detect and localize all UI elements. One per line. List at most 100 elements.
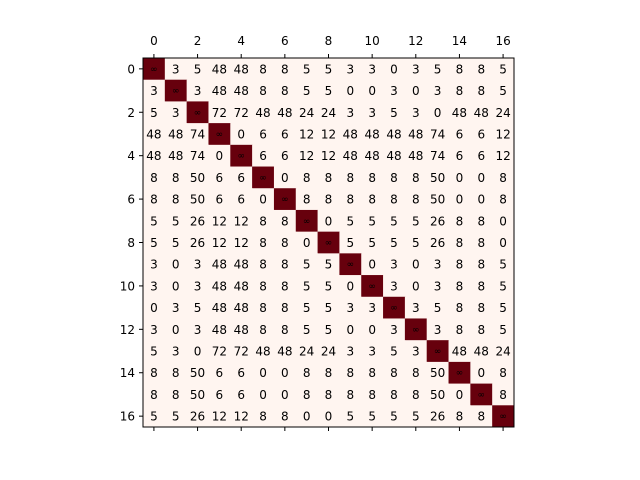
- cell-value-label: 3: [434, 323, 442, 337]
- heatmap-cell: [448, 275, 471, 298]
- cell-value-label: 5: [325, 62, 333, 76]
- cell-value-label: ∞: [412, 325, 420, 335]
- heatmap-cell: [339, 296, 362, 319]
- heatmap-cell: [230, 58, 253, 81]
- cell-value-label: 8: [412, 193, 420, 207]
- heatmap-cell: [361, 188, 384, 211]
- heatmap-cell: [404, 123, 428, 146]
- cell-value-label: 0: [325, 410, 333, 424]
- heatmap-cell: [404, 58, 428, 81]
- heatmap-cell: [404, 166, 428, 189]
- cell-value-label: 12: [299, 127, 314, 141]
- cell-value-label: 72: [234, 106, 249, 120]
- heatmap-cell: [273, 79, 297, 102]
- cell-value-label: 8: [499, 388, 507, 402]
- cell-value-label: 5: [325, 84, 333, 98]
- heatmap-cell: [252, 340, 275, 363]
- cell-value-label: 48: [212, 301, 227, 315]
- cell-value-label: 5: [150, 214, 158, 228]
- cell-value-label: 48: [234, 258, 249, 272]
- cell-value-label: 8: [303, 193, 311, 207]
- heatmap-cell: [361, 296, 384, 319]
- heatmap-cell: [426, 123, 450, 146]
- heatmap-cell: [164, 340, 188, 363]
- cell-value-label: 50: [430, 193, 445, 207]
- cell-value-label: 8: [477, 84, 485, 98]
- cell-value-label: 3: [150, 323, 158, 337]
- cell-value-label: 3: [150, 258, 158, 272]
- cell-value-label: 74: [430, 149, 445, 163]
- heatmap-cell: [273, 340, 297, 363]
- cell-value-label: 50: [430, 388, 445, 402]
- heatmap-cell: [448, 58, 471, 81]
- heatmap-cell: [317, 253, 340, 276]
- cell-value-label: 8: [390, 171, 398, 185]
- cell-value-label: 6: [237, 171, 245, 185]
- heatmap-cell: [339, 275, 362, 298]
- cell-value-label: 8: [172, 193, 180, 207]
- heatmap-cell: [143, 383, 166, 406]
- heatmap-cell: [492, 101, 515, 124]
- cell-value-label: 3: [434, 84, 442, 98]
- cell-value-label: 5: [150, 236, 158, 250]
- cell-value-label: 5: [303, 301, 311, 315]
- heatmap-cell: [186, 296, 209, 319]
- heatmap-cell: [208, 275, 231, 298]
- heatmap-cell: [186, 318, 209, 341]
- cell-value-label: 8: [456, 410, 464, 424]
- cell-value-label: 74: [190, 127, 205, 141]
- heatmap-cell: [230, 405, 253, 428]
- cell-value-label: 3: [150, 279, 158, 293]
- heatmap-cell-diagonal: [470, 383, 493, 406]
- heatmap-cell: [143, 405, 166, 428]
- cell-value-label: 6: [477, 149, 485, 163]
- cell-value-label: ∞: [259, 173, 267, 183]
- cell-value-label: 50: [190, 366, 205, 380]
- heatmap-cell: [492, 383, 515, 406]
- cell-value-label: 8: [281, 258, 289, 272]
- cell-value-label: 5: [150, 410, 158, 424]
- cell-value-label: 50: [190, 171, 205, 185]
- heatmap-cell: [361, 405, 384, 428]
- cell-value-label: 48: [212, 323, 227, 337]
- heatmap-cell: [404, 340, 428, 363]
- heatmap-cell: [186, 58, 209, 81]
- cell-value-label: 8: [368, 366, 376, 380]
- heatmap-cell: [252, 101, 275, 124]
- cell-value-label: 0: [259, 193, 267, 207]
- heatmap-cell: [492, 123, 515, 146]
- heatmap-cell: [230, 101, 253, 124]
- cell-value-label: 0: [347, 323, 355, 337]
- heatmap-cell: [252, 318, 275, 341]
- cell-value-label: 3: [347, 345, 355, 359]
- cell-value-label: 6: [259, 127, 267, 141]
- y-tick-label: 8: [127, 236, 135, 250]
- heatmap-cell: [252, 383, 275, 406]
- y-tick-label: 10: [120, 279, 135, 293]
- heatmap-cell: [492, 318, 515, 341]
- cell-value-label: 0: [259, 388, 267, 402]
- cell-value-label: 8: [456, 84, 464, 98]
- heatmap-cell: [426, 318, 450, 341]
- heatmap-cell: [252, 209, 275, 233]
- heatmap-cell: [186, 340, 209, 363]
- cell-value-label: 8: [259, 258, 267, 272]
- heatmap-cell: [361, 166, 384, 189]
- heatmap-cell: [383, 231, 406, 254]
- cell-value-label: 8: [347, 366, 355, 380]
- heatmap-cell: [339, 361, 362, 385]
- cell-value-label: 24: [299, 106, 314, 120]
- cell-value-label: 8: [281, 62, 289, 76]
- cell-value-label: 48: [343, 127, 358, 141]
- heatmap-cell: [317, 383, 340, 406]
- cell-value-label: 3: [194, 323, 202, 337]
- cell-value-label: 5: [390, 214, 398, 228]
- heatmap-cell: [317, 123, 340, 146]
- cell-value-label: 5: [172, 214, 180, 228]
- y-tick-label: 6: [127, 193, 135, 207]
- heatmap-cell: [143, 361, 166, 385]
- heatmap-cell: [383, 188, 406, 211]
- cell-value-label: 48: [277, 345, 292, 359]
- heatmap-cell: [273, 58, 297, 81]
- cell-value-label: 26: [190, 214, 205, 228]
